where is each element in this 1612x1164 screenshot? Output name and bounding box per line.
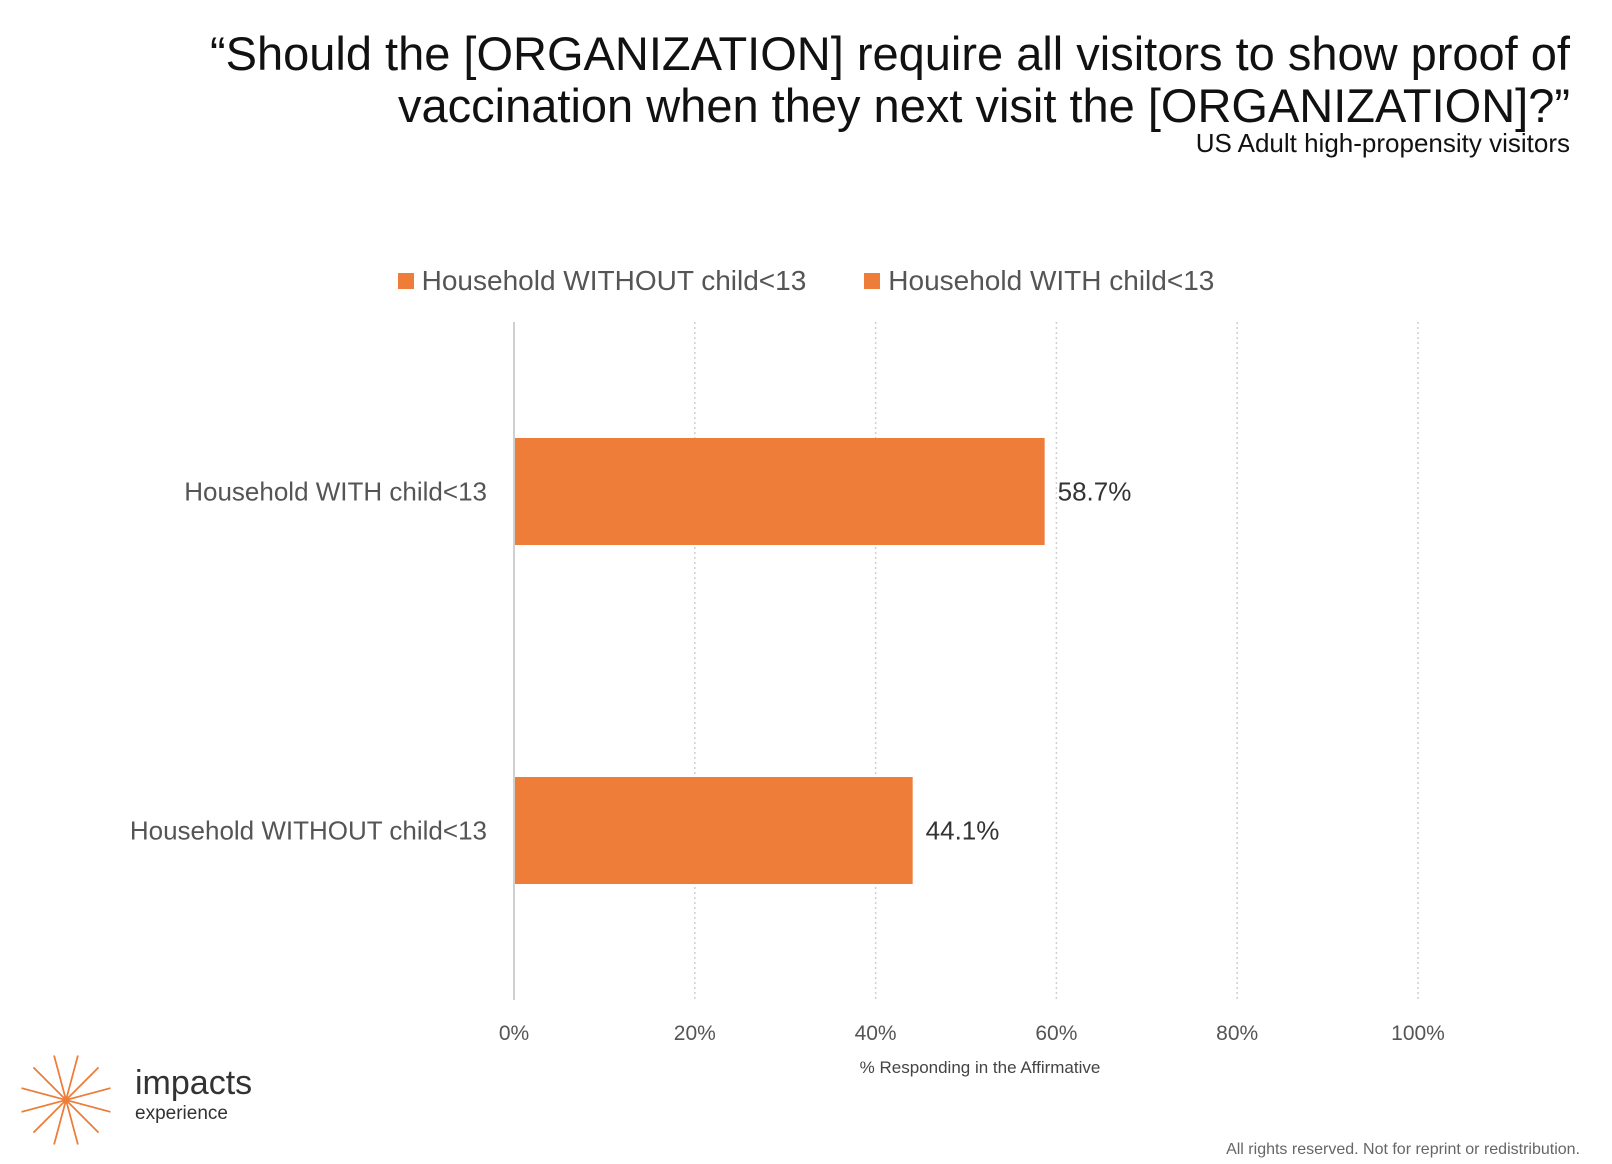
impacts-starburst-logo-icon	[21, 1055, 111, 1145]
category-label: Household WITHOUT child<13	[130, 816, 487, 846]
data-label: 44.1%	[926, 816, 1000, 846]
x-tick-label: 40%	[855, 1022, 897, 1045]
legend-label: Household WITHOUT child<13	[421, 265, 807, 296]
chart-legend: Household WITHOUT child<13 Household WIT…	[0, 265, 1612, 297]
logo-subtext: experience	[135, 1103, 228, 1124]
bar	[515, 438, 1045, 545]
legend-item-with-child: Household WITH child<13	[864, 265, 1214, 297]
chart-title: “Should the [ORGANIZATION] require all v…	[209, 27, 1570, 132]
logo-wordmark: impacts	[135, 1064, 253, 1102]
x-tick-label: 100%	[1391, 1022, 1445, 1045]
bar	[515, 777, 913, 884]
x-axis-label: % Responding in the Affirmative	[860, 1058, 1101, 1077]
footer-notice: All rights reserved. Not for reprint or …	[1226, 1141, 1580, 1158]
x-tick-label: 60%	[1035, 1022, 1077, 1045]
legend-swatch	[864, 273, 881, 289]
legend-swatch	[397, 273, 414, 289]
x-tick-label: 20%	[674, 1022, 716, 1045]
legend-label: Household WITH child<13	[888, 265, 1215, 296]
category-label: Household WITH child<13	[184, 477, 487, 507]
legend-item-without-child: Household WITHOUT child<13	[397, 265, 807, 297]
chart-subtitle: US Adult high-propensity visitors	[1195, 128, 1570, 158]
x-tick-label: 80%	[1216, 1022, 1258, 1045]
x-tick-label: 0%	[499, 1022, 529, 1045]
data-label: 58.7%	[1058, 477, 1132, 507]
